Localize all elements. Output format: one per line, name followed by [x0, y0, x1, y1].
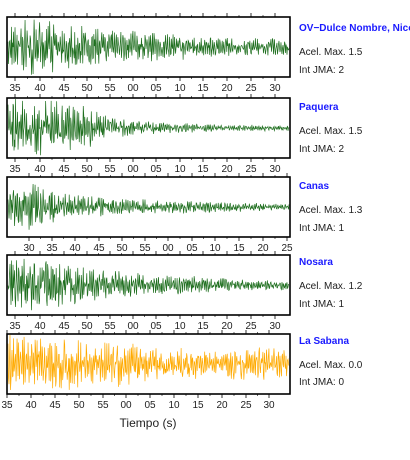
tick-label: 15 [197, 83, 209, 94]
int-jma-label: Int JMA: 2 [299, 65, 345, 76]
tick-label: 25 [240, 400, 252, 411]
tick-label: 25 [281, 243, 293, 254]
panel-frame [6, 97, 291, 159]
waveform-trace [7, 184, 290, 230]
tick-label: 50 [116, 243, 128, 254]
panel-frame [6, 254, 291, 316]
tick-label: 35 [9, 321, 21, 332]
acel-max-label: Acel. Max. 1.3 [299, 205, 363, 216]
tick-label: 10 [209, 243, 221, 254]
tick-label: 35 [9, 83, 21, 94]
tick-label: 25 [245, 321, 257, 332]
tick-label: 25 [245, 164, 257, 175]
tick-label: 15 [197, 164, 209, 175]
x-axis-label: Tiempo (s) [120, 416, 177, 430]
tick-label: 10 [174, 164, 186, 175]
tick-label: 30 [263, 400, 275, 411]
panel-2: 30 35 40 45 50 55 00 05 10 15 20 25 [6, 173, 293, 254]
tick-label: 45 [58, 83, 70, 94]
tick-label: 30 [269, 83, 281, 94]
int-jma-label: Int JMA: 2 [299, 144, 345, 155]
acel-max-label: Acel. Max. 1.5 [299, 126, 363, 137]
tick-label: 05 [186, 243, 198, 254]
tick-label: 50 [81, 83, 93, 94]
tick-label: 40 [25, 400, 37, 411]
tick-label: 30 [269, 321, 281, 332]
station-name: Canas [299, 181, 330, 192]
int-jma-label: Int JMA: 0 [299, 377, 345, 388]
tick-label: 50 [81, 164, 93, 175]
station-name: OV−Dulce Nombre, Nico [299, 23, 410, 34]
panel-frame [6, 176, 291, 238]
tick-label: 10 [168, 400, 180, 411]
tick-label: 20 [221, 164, 233, 175]
panel-4: 35 40 45 50 55 00 05 10 15 20 25 30 [1, 330, 291, 411]
tick-label: 15 [192, 400, 204, 411]
station-name: La Sabana [299, 336, 350, 347]
tick-label: 55 [97, 400, 109, 411]
tick-label: 25 [245, 83, 257, 94]
panel-0: 35 40 45 50 55 00 05 10 15 20 25 30 [6, 13, 291, 94]
panel-1: 35 40 45 50 55 00 05 10 15 20 25 30 [6, 94, 291, 175]
tick-label: 40 [34, 83, 46, 94]
tick-label: 55 [139, 243, 151, 254]
tick-label: 45 [58, 321, 70, 332]
tick-label: 20 [257, 243, 269, 254]
tick-label: 10 [174, 321, 186, 332]
tick-label: 30 [23, 243, 35, 254]
tick-label: 50 [73, 400, 85, 411]
tick-label: 45 [93, 243, 105, 254]
tick-label: 35 [1, 400, 13, 411]
tick-label: 40 [34, 164, 46, 175]
tick-label: 55 [104, 83, 116, 94]
int-jma-label: Int JMA: 1 [299, 299, 345, 310]
tick-label: 00 [120, 400, 132, 411]
waveform-trace [7, 19, 290, 75]
waveform-trace [7, 258, 290, 311]
tick-label: 20 [221, 321, 233, 332]
acel-max-label: Acel. Max. 1.2 [299, 281, 363, 292]
tick-label: 00 [127, 164, 139, 175]
tick-label: 00 [127, 83, 139, 94]
waveform-trace [7, 98, 290, 156]
tick-label: 15 [197, 321, 209, 332]
tick-label: 20 [221, 83, 233, 94]
tick-label: 35 [46, 243, 58, 254]
tick-label: 20 [216, 400, 228, 411]
tick-label: 05 [150, 164, 162, 175]
tick-label: 10 [174, 83, 186, 94]
panel-frame [6, 333, 291, 395]
acel-max-label: Acel. Max. 1.5 [299, 47, 363, 58]
tick-label: 05 [144, 400, 156, 411]
tick-label: 00 [127, 321, 139, 332]
tick-label: 05 [150, 83, 162, 94]
panel-3: 35 40 45 50 55 00 05 10 15 20 25 30 [6, 251, 291, 332]
panel-frame [6, 16, 291, 78]
acel-max-label: Acel. Max. 0.0 [299, 360, 363, 371]
tick-label: 55 [104, 321, 116, 332]
tick-label: 50 [81, 321, 93, 332]
tick-label: 40 [34, 321, 46, 332]
waveform-trace [7, 334, 290, 391]
int-jma-label: Int JMA: 1 [299, 223, 345, 234]
station-name: Paquera [299, 102, 339, 113]
tick-label: 40 [69, 243, 81, 254]
tick-label: 15 [233, 243, 245, 254]
tick-label: 55 [104, 164, 116, 175]
tick-label: 05 [150, 321, 162, 332]
tick-label: 45 [49, 400, 61, 411]
tick-label: 30 [269, 164, 281, 175]
station-name: Nosara [299, 257, 333, 268]
tick-label: 00 [162, 243, 174, 254]
tick-label: 45 [58, 164, 70, 175]
tick-label: 35 [9, 164, 21, 175]
